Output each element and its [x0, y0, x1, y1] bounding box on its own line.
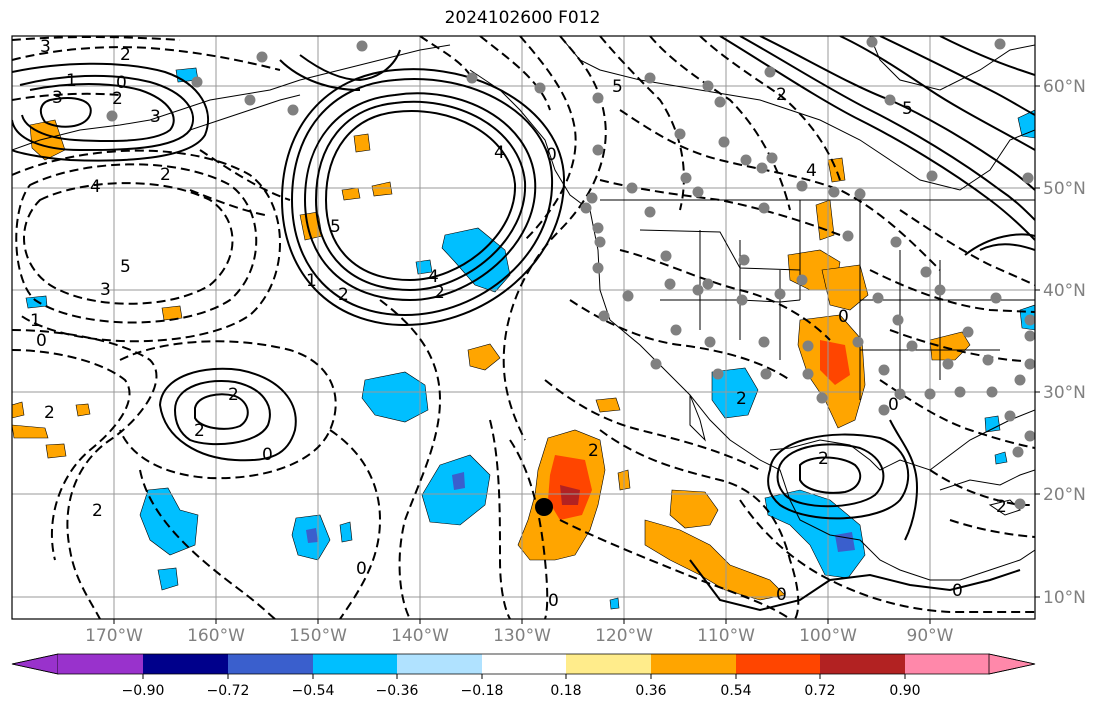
contour-label: 5: [612, 77, 623, 97]
contour-label: 1: [66, 71, 77, 91]
contour-label: 5: [330, 217, 341, 237]
lon-label: 120°W: [595, 626, 653, 646]
contour-label: 0: [262, 445, 273, 465]
lon-label: 110°W: [697, 626, 755, 646]
contour-label: 0: [548, 591, 559, 611]
lat-label: 40°N: [1043, 281, 1086, 301]
contour-label: 3: [150, 107, 161, 127]
colorbar-tick-label: −0.72: [206, 683, 250, 699]
contour-label: 2: [160, 165, 171, 185]
negative-shading: [25, 67, 1035, 610]
map-border: [11, 35, 1036, 620]
lon-label: 100°W: [799, 626, 857, 646]
axis-ticks: [113, 85, 1040, 624]
lat-label: 50°N: [1043, 179, 1086, 199]
lat-label: 20°N: [1043, 485, 1086, 505]
contour-label: 2: [228, 385, 239, 405]
contour-label: 0: [952, 581, 963, 601]
lat-label: 30°N: [1043, 383, 1086, 403]
station-dots: [106, 36, 1035, 510]
contour-label: 5: [902, 99, 913, 119]
contour-label: 4: [806, 161, 817, 181]
contour-label: 2: [588, 441, 599, 461]
contour-label: 2: [818, 449, 829, 469]
contour-label: 2: [996, 497, 1007, 517]
colorbar-segment: [313, 654, 397, 674]
lon-label: 140°W: [391, 626, 449, 646]
colorbar-outline: [11, 653, 1036, 675]
colorbar-segment: [651, 654, 736, 674]
colorbar-tick-label: −0.18: [460, 683, 504, 699]
storm-center-marker: [535, 498, 553, 516]
colorbar: [11, 653, 1036, 679]
contour-label: 2: [338, 285, 349, 305]
positive-shading: [12, 119, 971, 601]
contour-label: 0: [838, 307, 849, 327]
contour-label: 0: [888, 395, 899, 415]
lat-label: 10°N: [1043, 588, 1086, 608]
contour-label: 2: [112, 89, 123, 109]
contour-label: 3: [100, 280, 111, 300]
colorbar-tick-label: 0.18: [550, 683, 582, 699]
contour-label: 2: [92, 501, 103, 521]
contour-label: 4: [428, 267, 439, 287]
contour-label-group: 3 1 0 3 2 3 4 2 2 5 3 1 0 2 2 5 1 2 4 2 …: [30, 37, 1007, 611]
colorbar-segment: [228, 654, 313, 674]
colorbar-tick-label: −0.54: [291, 683, 335, 699]
colorbar-tick-label: −0.36: [375, 683, 419, 699]
lon-label: 150°W: [289, 626, 347, 646]
contour-label: 3: [52, 88, 63, 108]
colorbar-extend-low: [11, 653, 59, 675]
contour-label: 0: [776, 585, 787, 605]
contour-label: 2: [44, 403, 55, 423]
colorbar-segment: [397, 654, 482, 674]
colorbar-segment: [566, 654, 651, 674]
colorbar-segment: [820, 654, 905, 674]
contour-label: 2: [194, 421, 205, 441]
lon-label: 160°W: [187, 626, 245, 646]
contour-label: 2: [776, 85, 787, 105]
colorbar-extend-high: [988, 653, 1036, 675]
colorbar-segment: [736, 654, 820, 674]
contour-label: 3: [40, 37, 51, 57]
contour-label: 4: [90, 177, 101, 197]
graticule: [12, 36, 1035, 619]
colorbar-segment: [143, 654, 228, 674]
map-title: 2024102600 F012: [444, 8, 601, 28]
colorbar-tick-label: −0.90: [121, 683, 165, 699]
contour-label: 5: [120, 257, 131, 277]
contour-label: 1: [30, 311, 41, 331]
contour-label: 2: [736, 389, 747, 409]
contour-label: 0: [356, 559, 367, 579]
colorbar-tick-label: 0.36: [635, 683, 667, 699]
colorbar-segment: [482, 654, 566, 674]
colorbar-tick-label: 0.72: [804, 683, 836, 699]
contour-label: 0: [36, 331, 47, 351]
contour-label: 2: [120, 45, 131, 65]
lon-label: 170°W: [85, 626, 143, 646]
contour-label: 0: [546, 145, 557, 165]
contour-label: 2: [434, 283, 445, 303]
contour-label: 4: [494, 143, 505, 163]
colorbar-segment: [905, 654, 989, 674]
colorbar-segment: [58, 654, 143, 674]
colorbar-tick-label: 0.90: [889, 683, 921, 699]
lat-label: 60°N: [1043, 77, 1086, 97]
lon-label: 130°W: [493, 626, 551, 646]
contour-label: 0: [116, 73, 127, 93]
solid-contours: [12, 36, 1035, 612]
colorbar-tick-label: 0.54: [720, 683, 752, 699]
lon-label: 90°W: [906, 626, 954, 646]
contour-label: 1: [306, 271, 317, 291]
